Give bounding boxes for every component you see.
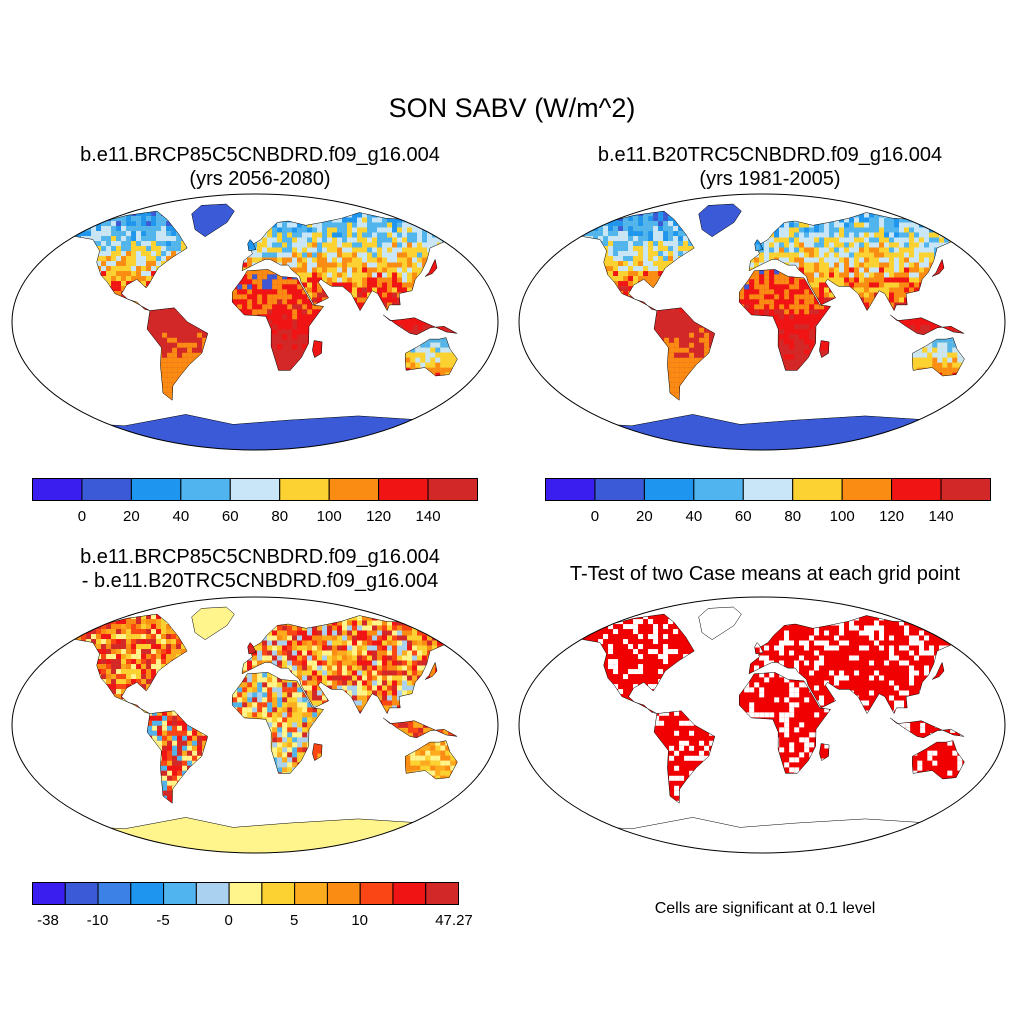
colorbar-label: -38 [37, 912, 59, 929]
figure-title: SON SABV (W/m^2) [388, 93, 636, 123]
panel1-colorbar: 0 20 40 60 80 100 120 140 [32, 478, 478, 525]
colorbar-label: 140 [416, 508, 441, 525]
panel2-map [518, 193, 1006, 451]
colorbar-swatch [261, 882, 296, 905]
panel3-title: b.e11.BRCP85C5CNBDRD.f09_g16.004 - b.e11… [20, 545, 500, 593]
colorbar-label: 60 [222, 508, 239, 525]
colorbar-label: 0 [78, 508, 86, 525]
colorbar-swatch [326, 882, 361, 905]
colorbar-swatch [594, 478, 645, 501]
colorbar-swatch [545, 478, 596, 501]
colorbar-swatch [359, 882, 394, 905]
colorbar-swatch [130, 882, 165, 905]
colorbar-swatch [81, 478, 132, 501]
colorbar-label: 80 [271, 508, 288, 525]
map-border [11, 596, 499, 854]
map-border [518, 596, 1006, 854]
colorbar-label: 5 [290, 912, 298, 929]
colorbar-label: 120 [879, 508, 904, 525]
panel2-title-line2: (yrs 1981-2005) [699, 168, 841, 190]
colorbar-label: 140 [929, 508, 954, 525]
colorbar-label: 60 [735, 508, 752, 525]
colorbar-label: 40 [172, 508, 189, 525]
colorbar-swatch [792, 478, 843, 501]
colorbar-swatch [163, 882, 197, 905]
colorbar-label: 20 [123, 508, 140, 525]
colorbar-swatch [742, 478, 794, 501]
colorbar-swatch [425, 882, 460, 905]
colorbar-swatch [229, 478, 281, 501]
colorbar-swatch [427, 478, 478, 501]
panel2-title-line1: b.e11.B20TRC5CNBDRD.f09_g16.004 [597, 144, 943, 166]
panel3-title-line1: b.e11.BRCP85C5CNBDRD.f09_g16.004 [80, 546, 440, 568]
colorbar-swatch [195, 882, 230, 905]
colorbar-swatch [32, 478, 83, 501]
significance-note: Cells are significant at 0.1 level [654, 900, 876, 917]
colorbar-swatch [180, 478, 231, 501]
colorbar-swatch [378, 478, 429, 501]
panel1-title-line2: (yrs 2056-2080) [189, 168, 331, 190]
panel2-colorbar: 0 20 40 60 80 100 120 140 [545, 478, 991, 525]
colorbar-swatch [940, 478, 991, 501]
panel3-title-line2: - b.e11.B20TRC5CNBDRD.f09_g16.004 [81, 570, 439, 592]
colorbar-label: -5 [156, 912, 169, 929]
colorbar-label: 120 [366, 508, 391, 525]
colorbar-swatch [392, 882, 427, 905]
colorbar-label: 80 [784, 508, 801, 525]
colorbar-swatch [64, 882, 99, 905]
colorbar-label: 40 [685, 508, 702, 525]
colorbar-swatch [228, 882, 263, 905]
colorbar-swatch [97, 882, 132, 905]
colorbar-label: 0 [224, 912, 232, 929]
colorbar-label: 47.27 [435, 912, 473, 929]
map-border [11, 193, 499, 451]
panel2-title: b.e11.B20TRC5CNBDRD.f09_g16.004 (yrs 198… [530, 143, 1010, 191]
map-region-madagascar [819, 743, 830, 761]
colorbar-swatch [693, 478, 744, 501]
panel1-title-line1: b.e11.BRCP85C5CNBDRD.f09_g16.004 [80, 144, 440, 166]
colorbar-swatch [130, 478, 182, 501]
colorbar-swatch [279, 478, 330, 501]
colorbar-swatch [328, 478, 380, 501]
colorbar-label: 0 [591, 508, 599, 525]
colorbar-swatch [294, 882, 328, 905]
colorbar-label: 100 [317, 508, 342, 525]
colorbar-label: 100 [830, 508, 855, 525]
panel1-map [11, 193, 499, 451]
colorbar-label: 20 [636, 508, 653, 525]
panel4-map [518, 596, 1006, 854]
colorbar-swatch [891, 478, 942, 501]
colorbar-swatch [643, 478, 695, 501]
colorbar-label: 10 [351, 912, 368, 929]
panel3-colorbar: -38 -10 -5 0 5 10 47.27 [32, 882, 473, 929]
colorbar-swatch [841, 478, 893, 501]
map-border [518, 193, 1006, 451]
panel1-title: b.e11.BRCP85C5CNBDRD.f09_g16.004 (yrs 20… [20, 143, 500, 191]
colorbar-label: -10 [87, 912, 109, 929]
panel4-title: T-Test of two Case means at each grid po… [515, 562, 1015, 586]
colorbar-swatch [32, 882, 66, 905]
panel3-map [11, 596, 499, 854]
panel4-title-line1: T-Test of two Case means at each grid po… [569, 563, 961, 585]
